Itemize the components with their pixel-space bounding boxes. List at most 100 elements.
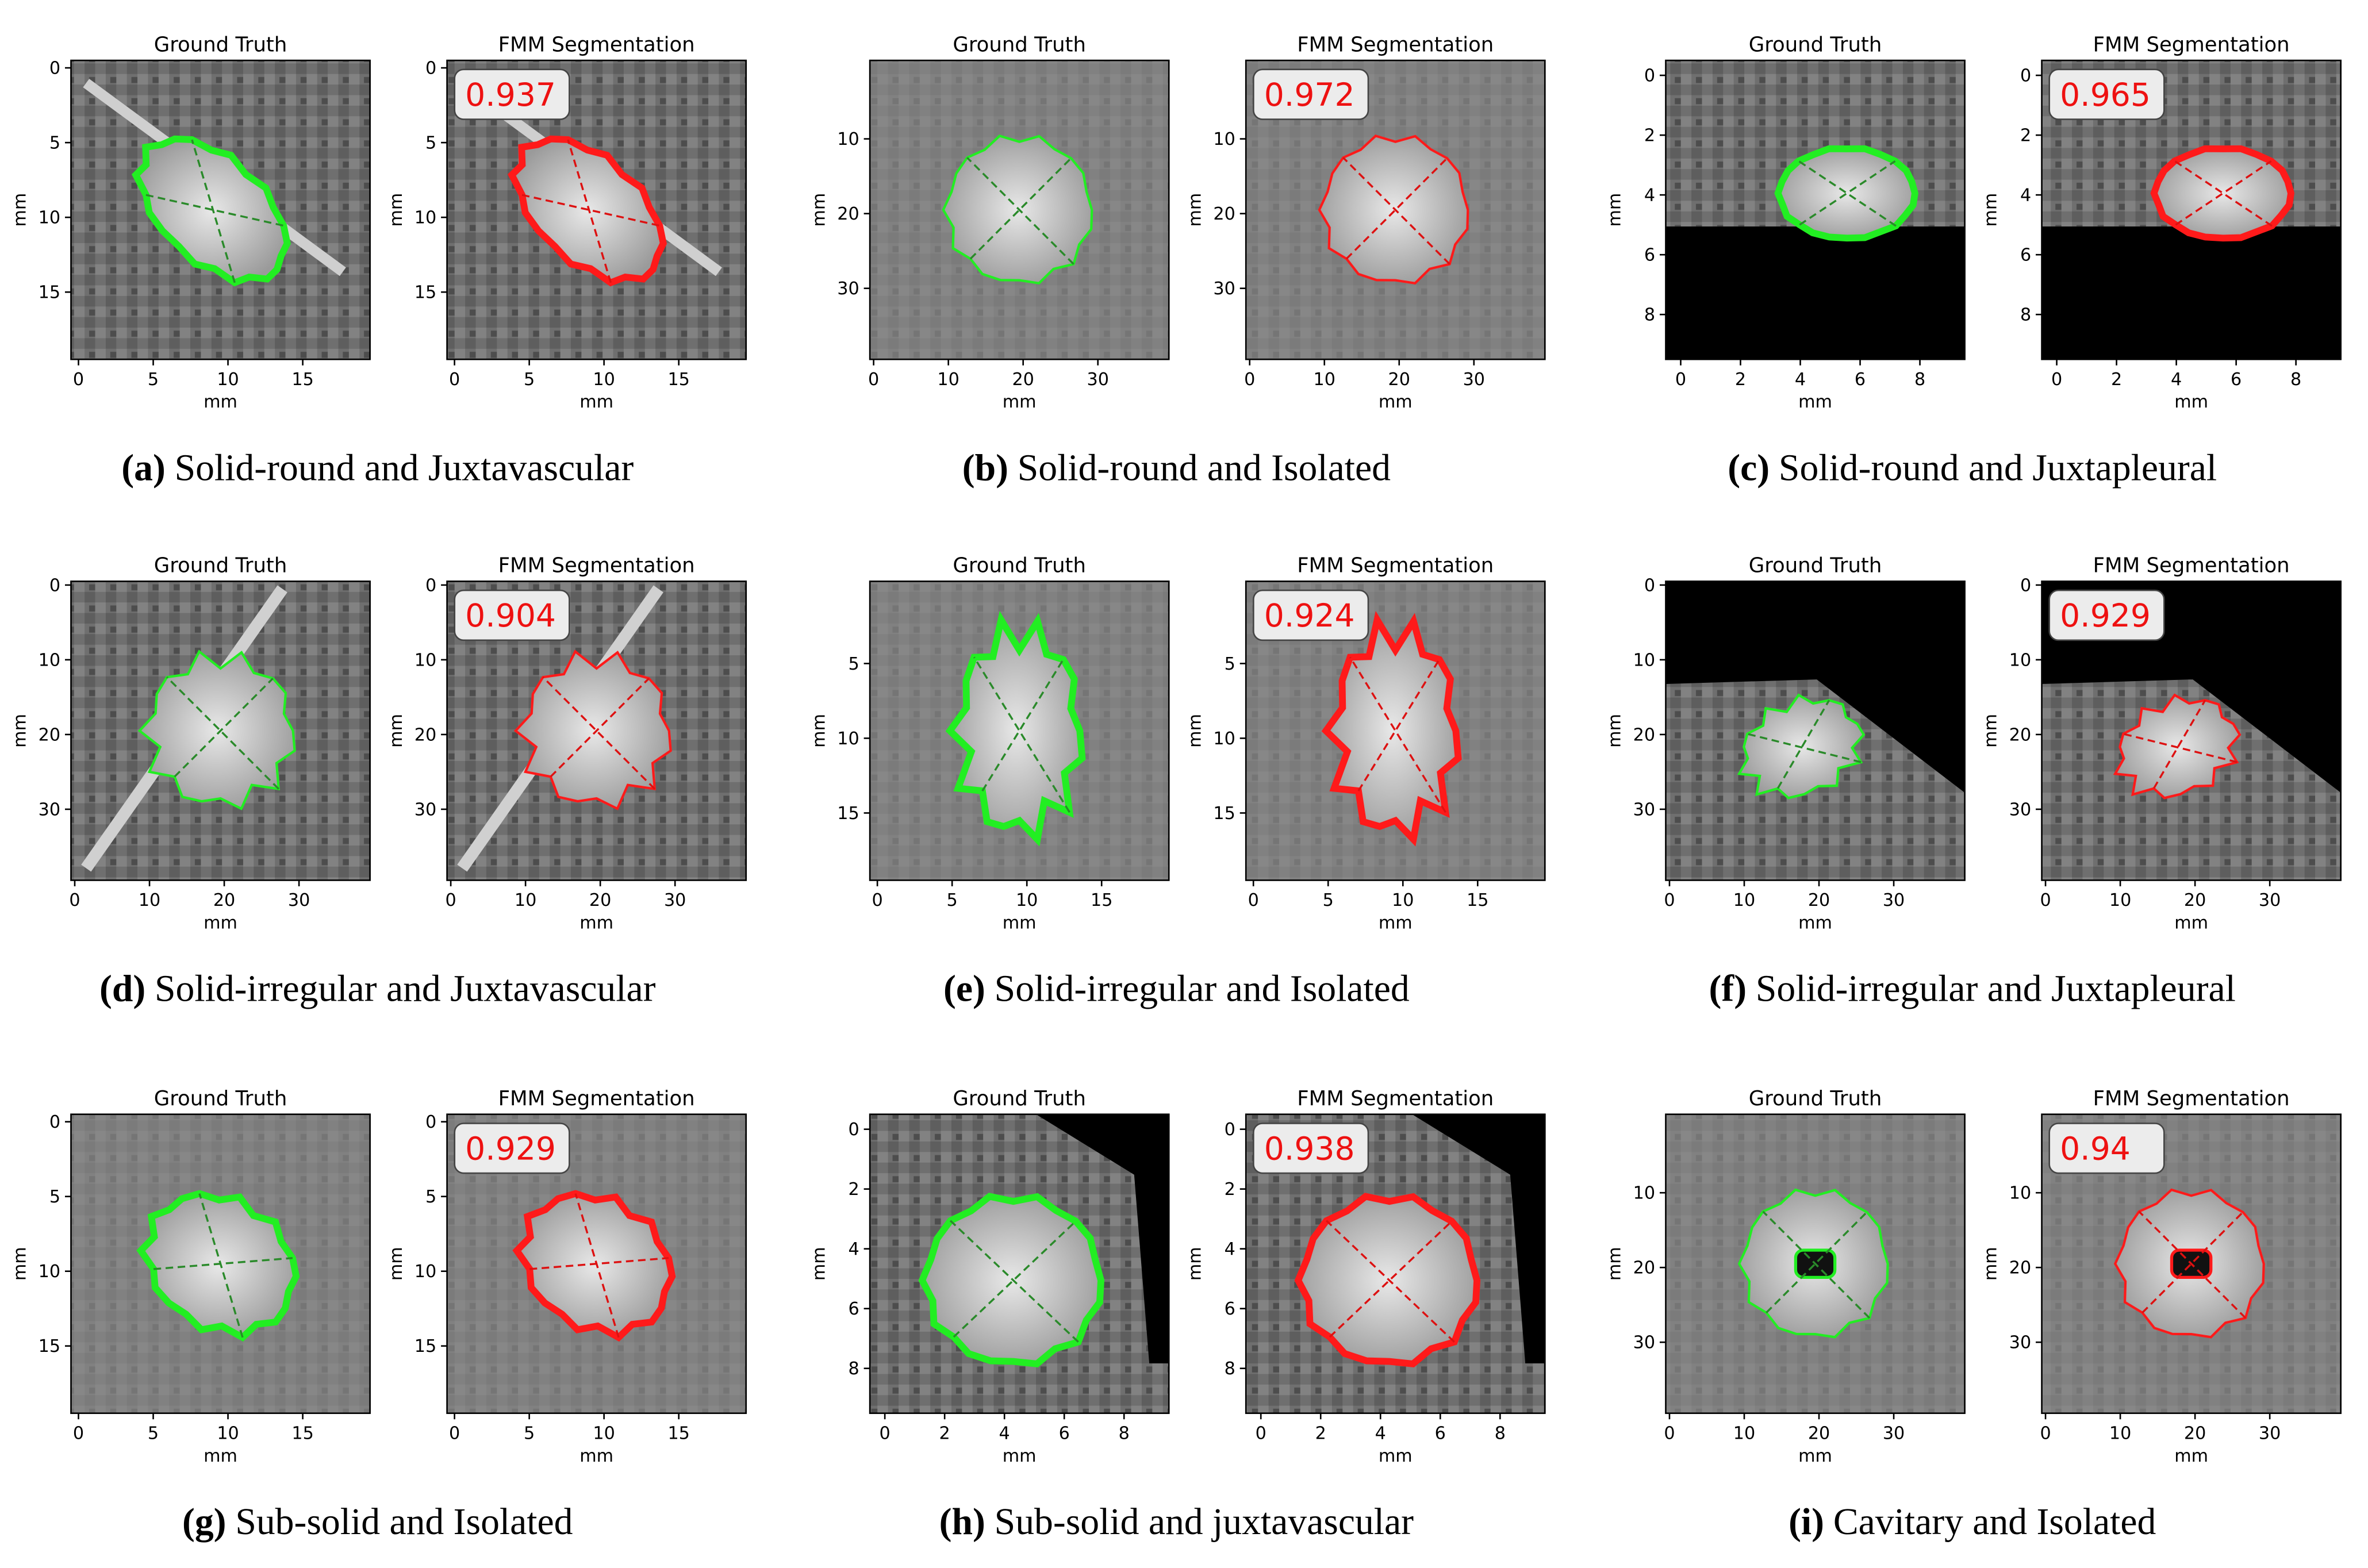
panel: 0 2 4 6 8 0 2 4 6 8 Ground Truth mm mm 0 2 4 6 8 0 2 4 6 8 FMM … <box>1605 33 2342 489</box>
caption-label: (a) <box>121 447 166 489</box>
x-tick-label: 5 <box>524 370 535 390</box>
x-axis-label: mm <box>1003 913 1037 933</box>
x-axis-label: mm <box>579 392 613 412</box>
caption-label: (h) <box>939 1501 985 1543</box>
score-box <box>2048 68 2165 120</box>
segmentation-contour <box>942 134 1093 285</box>
y-axis-label: mm <box>1981 714 2001 748</box>
y-tick-label: 10 <box>837 729 859 749</box>
x-tick-label: 0 <box>1664 1423 1675 1443</box>
y-tick-label: 10 <box>837 129 859 149</box>
x-tick-label: 0 <box>2040 1423 2051 1443</box>
y-tick-label: 8 <box>849 1359 859 1379</box>
x-axis-label: mm <box>1798 1446 1832 1466</box>
y-tick-label: 10 <box>2009 1183 2031 1204</box>
major-axis <box>2138 1210 2247 1319</box>
x-tick-label: 8 <box>1495 1423 1506 1443</box>
y-tick-label: 10 <box>1633 1183 1655 1204</box>
plot-frame <box>1665 581 1966 881</box>
y-tick-label: 2 <box>849 1179 859 1200</box>
y-tick-label: 30 <box>1213 279 1235 299</box>
y-tick-label: 10 <box>415 1262 436 1282</box>
y-tick-label: 0 <box>2020 66 2031 86</box>
x-tick-label: 30 <box>1883 1423 1905 1443</box>
x-tick-label: 4 <box>1795 370 1806 390</box>
y-tick-label: 15 <box>1213 804 1235 824</box>
segmentation-contour <box>918 1193 1104 1367</box>
y-tick-label: 0 <box>1644 575 1655 595</box>
x-tick-label: 15 <box>1091 890 1112 910</box>
minor-axis <box>153 1257 293 1270</box>
x-tick-label: 10 <box>2109 1423 2131 1443</box>
x-tick-label: 5 <box>947 890 958 910</box>
caption-label: (g) <box>182 1501 227 1543</box>
ct-image <box>869 581 1170 881</box>
minor-axis <box>174 678 274 778</box>
y-tick-label: 0 <box>49 575 60 595</box>
plot-frame <box>869 1113 1170 1415</box>
segmentation-contour <box>1737 693 1866 800</box>
segmentation-contour <box>2113 693 2242 800</box>
nodule <box>1326 620 1459 840</box>
pleura <box>1036 1114 1169 1364</box>
y-tick-label: 10 <box>1213 129 1235 149</box>
caption: (c) Solid-round and Juxtapleural <box>1728 447 2217 489</box>
y-tick-label: 10 <box>1213 729 1235 749</box>
y-tick-label: 0 <box>1225 1120 1235 1140</box>
y-tick-label: 20 <box>39 725 60 745</box>
y-tick-label: 10 <box>39 1262 60 1282</box>
plot-title: FMM Segmentation <box>498 33 695 56</box>
dice-score: 0.938 <box>1264 1131 1355 1167</box>
plot-frame <box>446 1113 747 1415</box>
y-tick-label: 10 <box>415 650 436 670</box>
plot-title: Ground Truth <box>1749 554 1882 578</box>
caption: (f) Solid-irregular and Juxtapleural <box>1709 968 2236 1010</box>
x-tick-label: 0 <box>2040 890 2051 910</box>
score-box <box>2048 1123 2165 1174</box>
plot-frame <box>70 581 371 881</box>
nodule <box>950 620 1083 840</box>
y-tick-label: 30 <box>1633 1333 1655 1353</box>
panel: 0 5 10 15 0 5 10 15 Ground Truth mm mm 0 5 10 15 0 5 10 15… <box>10 33 747 489</box>
plot-title: FMM Segmentation <box>2093 33 2290 56</box>
x-tick-label: 15 <box>667 370 689 390</box>
y-axis-label: mm <box>1981 193 2001 227</box>
ct-image <box>1665 59 1966 360</box>
x-tick-label: 4 <box>999 1423 1010 1443</box>
segmentation-contour <box>2150 145 2295 242</box>
y-tick-label: 10 <box>39 208 60 228</box>
plot-frame <box>1665 59 1966 360</box>
y-tick-label: 15 <box>39 1336 60 1356</box>
plot-title: FMM Segmentation <box>2093 554 2290 578</box>
y-tick-label: 6 <box>2020 245 2031 266</box>
nodule <box>515 651 671 809</box>
x-tick-label: 8 <box>1914 370 1925 390</box>
plot-frame <box>2041 581 2342 881</box>
caption-label: (c) <box>1728 447 1770 489</box>
score-box <box>2048 589 2165 641</box>
x-axis-label: mm <box>204 913 237 933</box>
dice-score: 0.904 <box>465 598 556 635</box>
minor-axis <box>1357 659 1441 791</box>
y-axis-label: mm <box>10 1247 30 1281</box>
plot-title: FMM Segmentation <box>498 1087 695 1110</box>
x-tick-label: 30 <box>1087 370 1108 390</box>
y-tick-label: 0 <box>1644 66 1655 86</box>
x-tick-label: 10 <box>515 890 536 910</box>
major-axis <box>966 156 1074 265</box>
plot-frame <box>1245 581 1546 881</box>
plot-frame <box>1665 1113 1966 1415</box>
minor-axis <box>550 678 650 778</box>
x-tick-label: 2 <box>1315 1423 1326 1443</box>
y-tick-label: 0 <box>849 1120 859 1140</box>
x-tick-label: 10 <box>937 370 959 390</box>
caption-text: Solid-irregular and Juxtapleural <box>1756 968 2236 1010</box>
x-tick-label: 5 <box>148 1423 159 1443</box>
x-tick-label: 6 <box>2231 370 2242 390</box>
x-tick-label: 20 <box>213 890 235 910</box>
x-axis-label: mm <box>1798 913 1832 933</box>
segmentation-contour <box>1321 610 1462 847</box>
y-tick-label: 20 <box>415 725 436 745</box>
y-tick-label: 8 <box>2020 305 2031 325</box>
plot-frame <box>70 1113 371 1415</box>
